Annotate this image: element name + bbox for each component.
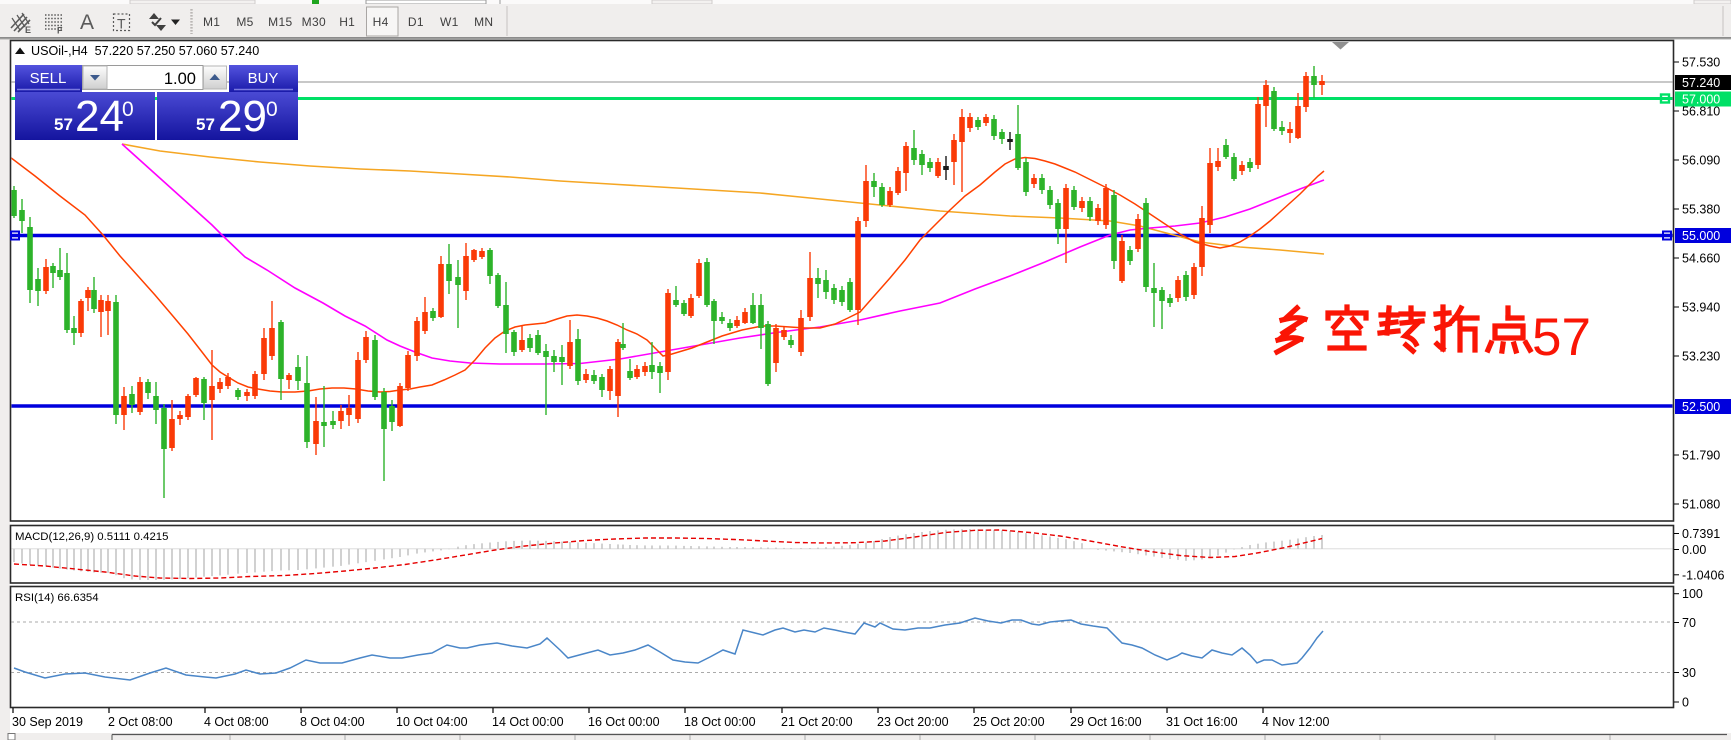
svg-text:70: 70 — [1682, 616, 1696, 630]
svg-text:0: 0 — [1682, 696, 1689, 710]
svg-text:4 Nov 12:00: 4 Nov 12:00 — [1262, 715, 1329, 729]
svg-text:0.7391: 0.7391 — [1682, 527, 1720, 541]
svg-text:51.080: 51.080 — [1682, 498, 1720, 512]
svg-text:30 Sep 2019: 30 Sep 2019 — [12, 715, 83, 729]
svg-text:M30: M30 — [302, 15, 326, 29]
svg-text:52.500: 52.500 — [1682, 400, 1720, 414]
svg-text:57: 57 — [54, 115, 73, 134]
svg-text:M5: M5 — [236, 15, 253, 29]
svg-text:A: A — [80, 11, 94, 34]
svg-text:56.810: 56.810 — [1682, 105, 1720, 119]
svg-text:24: 24 — [75, 92, 124, 141]
svg-text:2 Oct 08:00: 2 Oct 08:00 — [108, 715, 173, 729]
svg-text:MACD(12,26,9) 0.5111 0.4215: MACD(12,26,9) 0.5111 0.4215 — [15, 531, 168, 543]
svg-text:M15: M15 — [268, 15, 292, 29]
svg-text:57.240: 57.240 — [1682, 76, 1720, 90]
svg-text:18 Oct 00:00: 18 Oct 00:00 — [684, 715, 756, 729]
svg-text:10 Oct 04:00: 10 Oct 04:00 — [396, 715, 468, 729]
svg-text:M1: M1 — [203, 15, 220, 29]
svg-text:1.00: 1.00 — [164, 70, 196, 88]
svg-text:29: 29 — [218, 92, 267, 141]
svg-text:54.660: 54.660 — [1682, 252, 1720, 266]
svg-text:W1: W1 — [440, 15, 459, 29]
svg-text:BUY: BUY — [248, 70, 279, 87]
svg-text:53.230: 53.230 — [1682, 350, 1720, 364]
svg-text:H4: H4 — [373, 15, 389, 29]
svg-text:F: F — [57, 26, 63, 36]
svg-text:57: 57 — [196, 115, 215, 134]
svg-text:51.790: 51.790 — [1682, 449, 1720, 463]
svg-text:RSI(14) 66.6354: RSI(14) 66.6354 — [15, 592, 99, 604]
svg-text:H1: H1 — [339, 15, 355, 29]
svg-text:SELL: SELL — [30, 70, 67, 87]
svg-text:55.000: 55.000 — [1682, 229, 1720, 243]
svg-text:16 Oct 00:00: 16 Oct 00:00 — [588, 715, 660, 729]
svg-text:E: E — [25, 25, 31, 35]
svg-text:53.940: 53.940 — [1682, 301, 1720, 315]
svg-text:55.380: 55.380 — [1682, 203, 1720, 217]
svg-text:MN: MN — [474, 15, 493, 29]
svg-text:56.090: 56.090 — [1682, 154, 1720, 168]
svg-text:0: 0 — [122, 98, 134, 121]
svg-text:0: 0 — [266, 98, 278, 121]
svg-text:23 Oct 20:00: 23 Oct 20:00 — [877, 715, 949, 729]
svg-text:57.530: 57.530 — [1682, 56, 1720, 70]
svg-text:0.00: 0.00 — [1682, 543, 1706, 557]
svg-text:T: T — [117, 16, 126, 32]
svg-text:30: 30 — [1682, 666, 1696, 680]
svg-text:4 Oct 08:00: 4 Oct 08:00 — [204, 715, 269, 729]
svg-text:USOil-,H4 57.220 57.250 57.06: USOil-,H4 57.220 57.250 57.060 57.240 — [31, 44, 259, 58]
svg-text:D1: D1 — [408, 15, 424, 29]
svg-text:25 Oct 20:00: 25 Oct 20:00 — [973, 715, 1045, 729]
svg-text:-1.0406: -1.0406 — [1682, 568, 1724, 582]
svg-text:14 Oct 00:00: 14 Oct 00:00 — [492, 715, 564, 729]
svg-text:100: 100 — [1682, 587, 1703, 601]
svg-text:57.000: 57.000 — [1682, 93, 1720, 107]
svg-text:29 Oct 16:00: 29 Oct 16:00 — [1070, 715, 1142, 729]
svg-text:8 Oct 04:00: 8 Oct 04:00 — [300, 715, 365, 729]
svg-text:31 Oct 16:00: 31 Oct 16:00 — [1166, 715, 1238, 729]
svg-text:57: 57 — [1532, 308, 1591, 367]
svg-text:21 Oct 20:00: 21 Oct 20:00 — [781, 715, 853, 729]
